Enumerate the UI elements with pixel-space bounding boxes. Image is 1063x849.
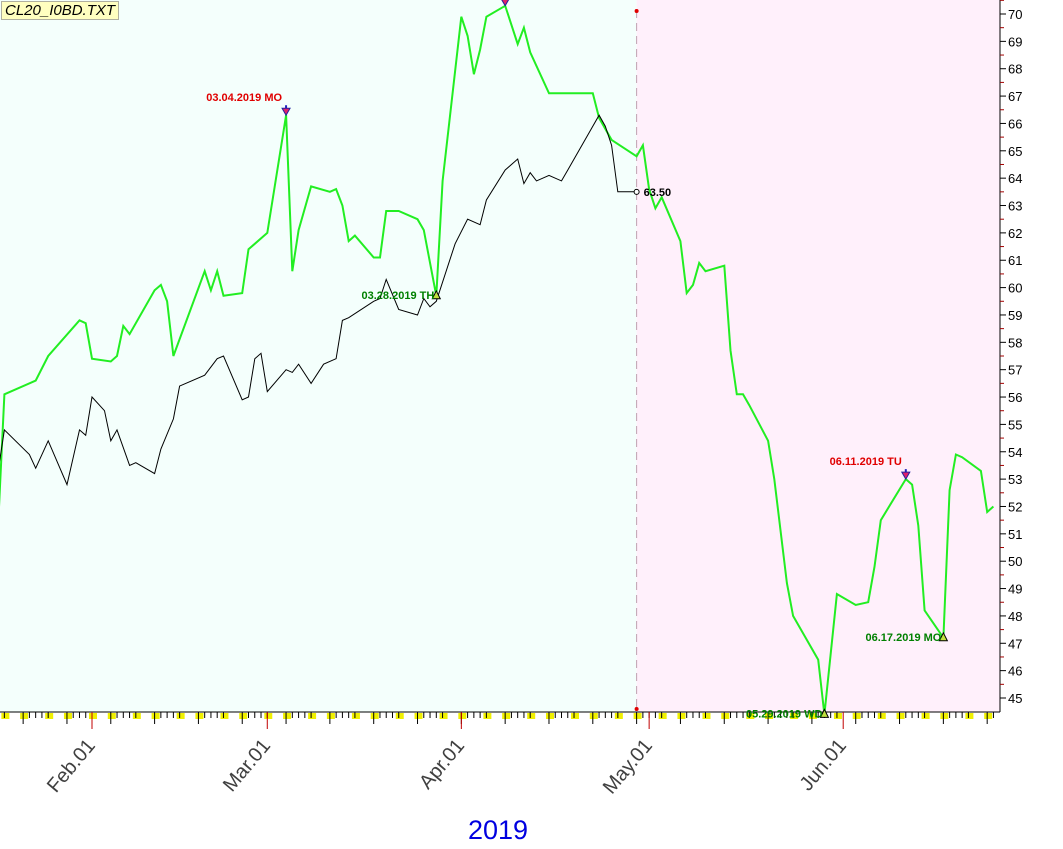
week-marker bbox=[527, 713, 536, 719]
week-marker bbox=[984, 713, 993, 719]
week-marker bbox=[808, 713, 817, 719]
week-marker bbox=[414, 713, 423, 719]
high-label: 06.11.2019 TU bbox=[830, 456, 902, 468]
y-tick-label: 64 bbox=[1008, 171, 1022, 186]
week-marker bbox=[765, 713, 774, 719]
week-marker bbox=[308, 713, 317, 719]
year-label: 2019 bbox=[468, 815, 529, 845]
y-tick-label: 52 bbox=[1008, 499, 1022, 514]
y-tick-label: 60 bbox=[1008, 281, 1022, 296]
x-tick-label: Jun.01 bbox=[796, 735, 851, 795]
week-marker bbox=[264, 713, 273, 719]
week-marker bbox=[107, 713, 116, 719]
week-marker bbox=[502, 713, 511, 719]
x-tick-label: Feb.01 bbox=[43, 735, 100, 797]
week-marker bbox=[896, 713, 905, 719]
black-series-line bbox=[0, 114, 637, 487]
y-tick-label: 48 bbox=[1008, 609, 1022, 624]
high-label: 03.04.2019 MO bbox=[206, 92, 282, 104]
last-value-marker bbox=[633, 188, 640, 195]
week-marker bbox=[151, 713, 160, 719]
low-label: 03.28.2019 TH bbox=[362, 290, 435, 302]
high-arrow-icon bbox=[900, 471, 911, 481]
y-tick-label: 67 bbox=[1008, 89, 1022, 104]
y-tick-label: 66 bbox=[1008, 116, 1022, 131]
week-marker bbox=[545, 713, 554, 719]
week-marker bbox=[439, 713, 448, 719]
week-marker bbox=[395, 713, 404, 719]
week-marker bbox=[195, 713, 204, 719]
week-marker bbox=[721, 713, 730, 719]
y-tick-label: 68 bbox=[1008, 62, 1022, 77]
high-arrow-icon bbox=[281, 107, 291, 117]
week-marker bbox=[658, 713, 667, 719]
week-marker bbox=[45, 713, 54, 719]
week-marker bbox=[746, 713, 755, 719]
week-marker bbox=[702, 713, 711, 719]
week-marker bbox=[877, 713, 886, 719]
low-triangle-icon bbox=[431, 289, 442, 300]
y-tick-label: 51 bbox=[1008, 527, 1022, 542]
y-tick-label: 65 bbox=[1008, 144, 1022, 159]
week-marker bbox=[1, 713, 10, 719]
week-marker bbox=[589, 713, 598, 719]
week-marker bbox=[326, 713, 335, 719]
week-marker bbox=[89, 713, 97, 719]
x-tick-label: May.01 bbox=[599, 735, 657, 798]
y-tick-label: 57 bbox=[1008, 363, 1022, 378]
y-tick-label: 59 bbox=[1008, 308, 1022, 323]
y-tick-label: 69 bbox=[1008, 34, 1022, 49]
y-tick-label: 53 bbox=[1008, 472, 1022, 487]
y-tick-label: 54 bbox=[1008, 445, 1022, 460]
week-marker bbox=[176, 713, 185, 719]
x-tick-label: Apr.01 bbox=[415, 735, 469, 793]
history-background bbox=[0, 0, 637, 712]
low-triangle-icon bbox=[819, 708, 830, 718]
y-tick-label: 55 bbox=[1008, 417, 1022, 432]
split-marker-bottom bbox=[634, 707, 639, 711]
week-marker bbox=[351, 713, 360, 719]
y-tick-label: 49 bbox=[1008, 582, 1022, 597]
y-tick-label: 45 bbox=[1008, 691, 1022, 706]
forecast-background bbox=[636, 0, 1000, 712]
week-marker bbox=[921, 713, 930, 719]
week-marker bbox=[833, 713, 842, 719]
high-arrow-icon bbox=[501, 0, 510, 7]
split-marker-top bbox=[634, 9, 639, 13]
y-tick-label: 58 bbox=[1008, 335, 1022, 350]
y-tick-label: 61 bbox=[1008, 253, 1022, 268]
low-label: 06.17.2019 MO bbox=[866, 632, 942, 644]
last-value-label: 63.50 bbox=[644, 187, 672, 199]
week-marker bbox=[571, 713, 580, 719]
week-marker bbox=[614, 713, 623, 719]
week-marker bbox=[63, 713, 72, 719]
week-marker bbox=[852, 713, 861, 719]
y-tick-label: 47 bbox=[1008, 636, 1022, 651]
week-marker bbox=[220, 713, 229, 719]
y-tick-label: 56 bbox=[1008, 390, 1022, 405]
week-marker bbox=[940, 713, 949, 719]
y-tick-label: 46 bbox=[1008, 664, 1022, 679]
week-marker bbox=[132, 713, 141, 719]
week-marker bbox=[790, 713, 799, 719]
y-tick-label: 63 bbox=[1008, 199, 1022, 214]
low-label: 05.29.2019 WD bbox=[746, 708, 822, 720]
week-marker bbox=[239, 713, 248, 719]
low-triangle-icon bbox=[938, 631, 949, 642]
y-tick-label: 50 bbox=[1008, 554, 1022, 569]
week-marker bbox=[283, 713, 292, 719]
x-tick-label: Mar.01 bbox=[219, 735, 275, 796]
week-marker bbox=[965, 713, 974, 719]
y-tick-label: 70 bbox=[1008, 7, 1022, 22]
y-tick-label: 62 bbox=[1008, 226, 1022, 241]
file-label: CL20_I0BD.TXT bbox=[1, 1, 120, 20]
week-marker bbox=[20, 713, 29, 719]
week-marker bbox=[483, 713, 492, 719]
week-marker bbox=[370, 713, 379, 719]
week-marker bbox=[458, 713, 467, 719]
week-marker bbox=[677, 713, 686, 719]
week-marker bbox=[633, 713, 642, 719]
